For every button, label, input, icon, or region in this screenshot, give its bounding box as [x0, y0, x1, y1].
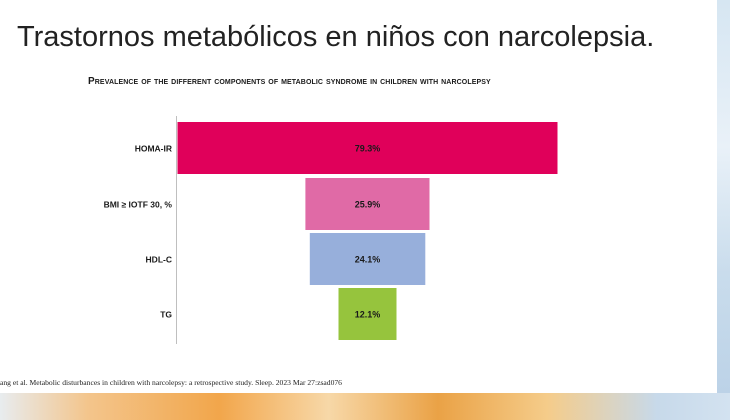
chart-title-text: Prevalence of the different components o…: [88, 76, 491, 87]
chart-title: Prevalence of the different components o…: [88, 76, 688, 87]
citation: ang et al. Metabolic disturbances in chi…: [0, 378, 342, 387]
slide: Trastornos metabólicos en niños con narc…: [0, 21, 688, 387]
category-label: TG: [160, 310, 172, 320]
category-label: HDL-C: [146, 255, 172, 265]
category-label: BMI ≥ IOTF 30, %: [104, 200, 173, 210]
funnel-bar: [309, 233, 426, 285]
right-decorative-strip: [717, 0, 730, 420]
bottom-decorative-strip: [0, 393, 730, 420]
bar-value-label: 24.1%: [355, 255, 381, 265]
bar-value-label: 12.1%: [355, 310, 381, 320]
funnel-bar: [338, 288, 397, 340]
slide-title: Trastornos metabólicos en niños con narc…: [17, 21, 655, 53]
bar-value-label: 79.3%: [355, 144, 381, 154]
category-label: HOMA-IR: [135, 144, 172, 154]
funnel-bar: [177, 122, 558, 174]
bar-value-label: 25.9%: [355, 200, 381, 210]
funnel-chart: 79.3% HOMA-IR 25.9% BMI ≥ IOTF 30, % 24.1% HD…: [104, 116, 558, 344]
funnel-bar: [305, 178, 430, 230]
